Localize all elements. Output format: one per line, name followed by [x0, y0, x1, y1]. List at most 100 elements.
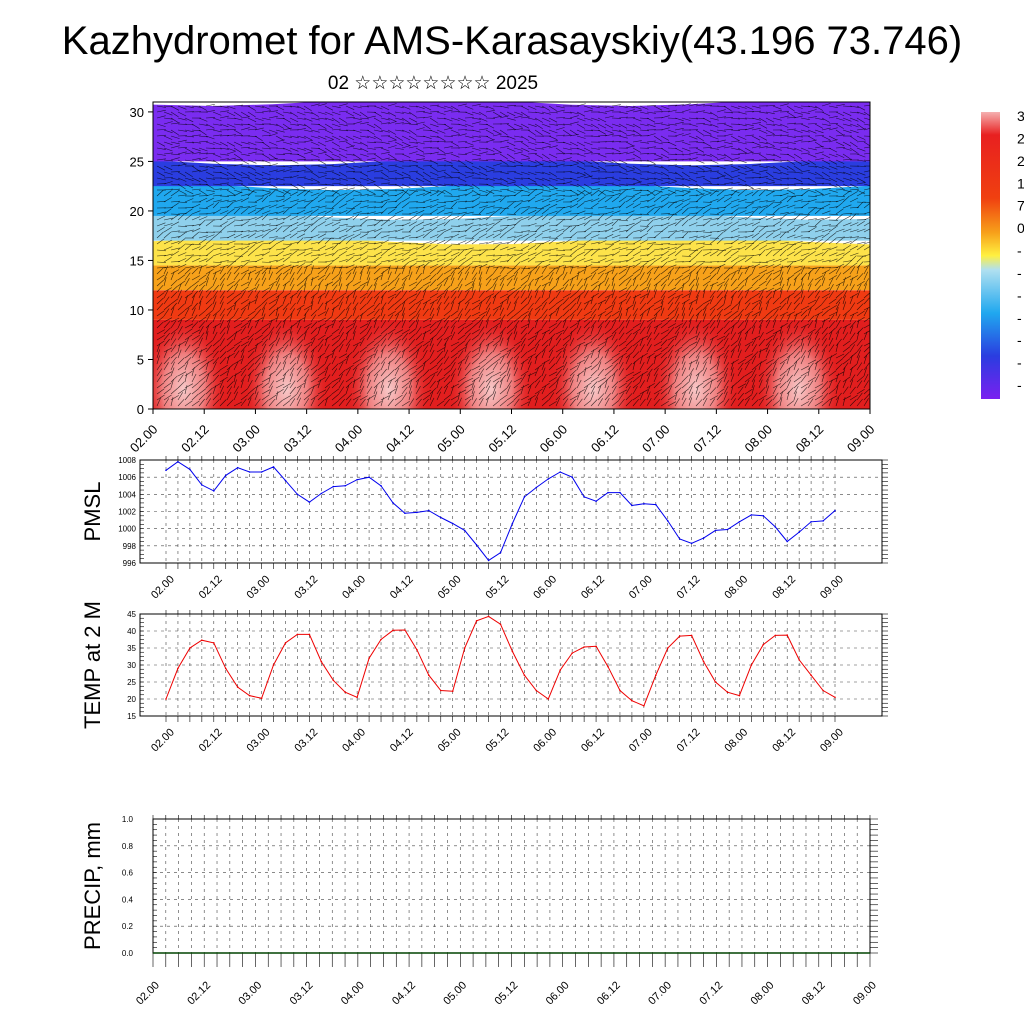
ytick-label: 15 [127, 712, 136, 721]
data-point [774, 526, 777, 528]
data-point [189, 647, 191, 649]
heat-xtick-label: 07.12 [690, 422, 724, 456]
y-axis-label: PMSL [80, 482, 105, 542]
data-point [392, 502, 394, 504]
xtick-label: 04.00 [340, 573, 368, 601]
data-point [810, 674, 812, 676]
data-point [571, 652, 573, 654]
xtick-label: 03.00 [236, 979, 264, 1007]
heatmap-band-3 [153, 236, 870, 266]
colorbar-label: - [1017, 355, 1022, 371]
data-point [451, 522, 454, 525]
ytick-label: 996 [123, 559, 137, 568]
data-point [643, 503, 645, 505]
data-point [499, 551, 502, 554]
xtick-label: 09.00 [818, 573, 846, 601]
data-point [619, 491, 621, 494]
data-point [607, 665, 609, 668]
ytick-label: 998 [123, 542, 137, 551]
data-point [702, 660, 705, 663]
ytick-label: 25 [127, 678, 136, 687]
xtick-label: 05.12 [483, 726, 511, 754]
xtick-label: 03.12 [292, 573, 320, 601]
xtick-label: 02.12 [185, 979, 213, 1007]
data-point [523, 496, 526, 498]
data-point [428, 509, 430, 512]
data-point [272, 466, 275, 468]
data-point [834, 509, 836, 512]
xtick-label: 03.12 [292, 726, 320, 754]
heatmap-band-7 [153, 102, 870, 162]
data-point [284, 479, 287, 482]
data-point [475, 544, 478, 546]
colorbar-label: 2 [1017, 153, 1024, 169]
xtick-label: 04.00 [339, 979, 367, 1007]
xtick-label: 03.00 [245, 726, 273, 754]
data-point [643, 705, 645, 707]
data-point [631, 504, 633, 507]
xtick-label: 06.00 [531, 726, 559, 754]
y-axis-label: PRECIP, mm [80, 822, 105, 950]
data-point [798, 531, 800, 533]
xtick-label: 02.00 [149, 573, 177, 601]
data-point [416, 511, 418, 514]
data-point [786, 540, 788, 543]
xtick-label: 09.00 [818, 726, 846, 754]
xtick-label: 07.00 [627, 726, 655, 754]
data-point [272, 664, 275, 666]
ytick-label: 1.0 [122, 815, 134, 824]
xtick-label: 04.12 [388, 726, 416, 754]
data-point [416, 648, 418, 651]
ytick-label: 40 [127, 627, 136, 636]
ytick-label: 30 [127, 661, 136, 670]
data-point [165, 698, 167, 700]
data-point [463, 529, 466, 532]
data-point [392, 629, 394, 632]
heatmap-band-4 [153, 212, 870, 241]
colorbar-label: - [1017, 310, 1022, 326]
heat-xtick-label: 04.00 [332, 422, 366, 456]
xtick-label: 06.00 [544, 979, 572, 1007]
data-point [236, 686, 239, 688]
data-point [762, 515, 765, 517]
xtick-label: 07.00 [646, 979, 674, 1007]
data-point [356, 696, 358, 699]
data-point [738, 694, 741, 697]
data-point [631, 699, 633, 702]
data-point [487, 559, 490, 562]
data-point [260, 471, 263, 473]
heat-ytick-label: 15 [130, 253, 144, 268]
heat-xtick-label: 04.12 [383, 422, 417, 456]
heatmap-band-2 [153, 265, 870, 291]
data-point [224, 474, 227, 477]
data-point [380, 485, 382, 487]
heat-ytick-label: 20 [130, 204, 144, 219]
data-point [344, 691, 347, 693]
wind-barbs [156, 103, 870, 407]
xtick-label: 08.00 [722, 726, 750, 754]
data-point [523, 674, 526, 676]
data-point [368, 476, 370, 479]
data-point [201, 484, 203, 486]
xtick-label: 03.12 [288, 979, 316, 1007]
heat-xtick-label: 06.12 [588, 422, 622, 456]
data-point [690, 542, 693, 545]
heat-xtick-label: 02.00 [127, 422, 161, 456]
data-point [368, 657, 370, 659]
data-point [451, 690, 454, 692]
data-point [619, 689, 621, 692]
data-point [750, 664, 753, 666]
data-point [213, 642, 215, 644]
colorbar-label: - [1017, 243, 1022, 259]
xtick-label: 08.12 [770, 726, 798, 754]
data-point [750, 514, 753, 516]
colorbar-label: 7 [1017, 198, 1024, 214]
data-point [236, 466, 239, 469]
data-point [595, 645, 597, 648]
data-point [475, 620, 478, 622]
xtick-label: 02.00 [134, 979, 162, 1007]
colorbar-label: 2 [1017, 130, 1024, 146]
heat-xtick-label: 05.00 [434, 422, 468, 456]
data-point [678, 635, 681, 637]
